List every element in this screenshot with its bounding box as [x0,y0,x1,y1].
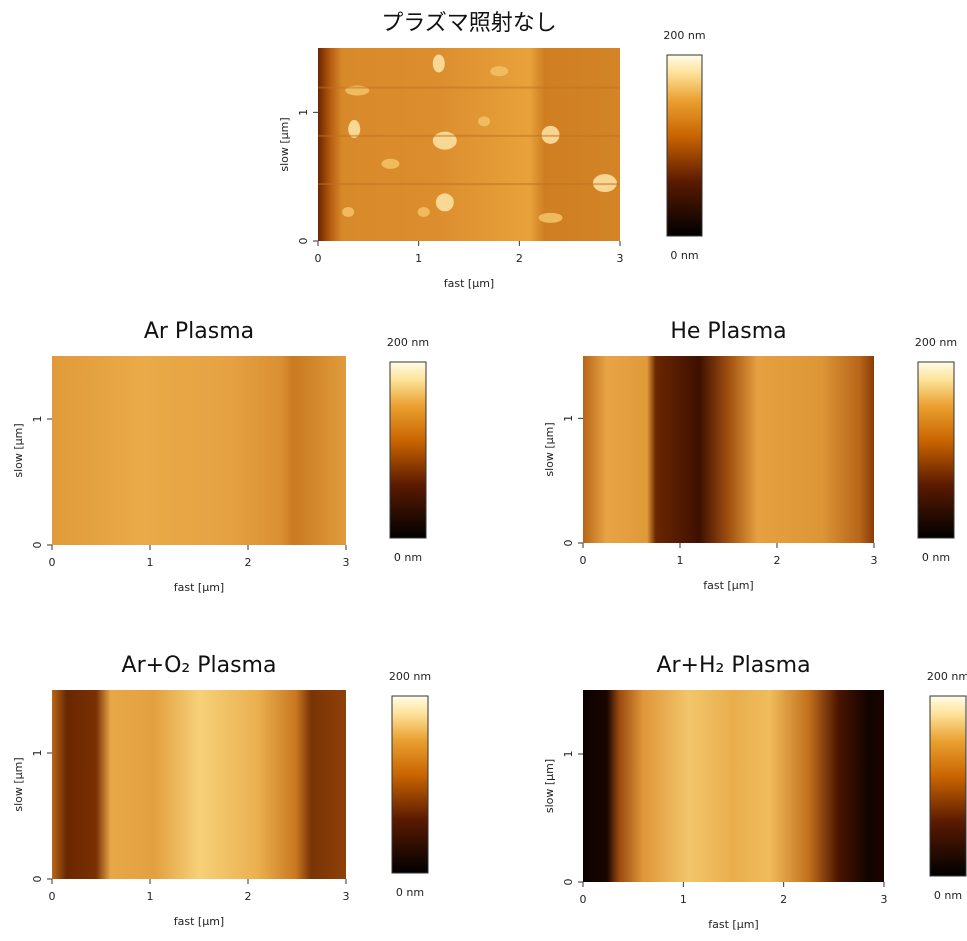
surface-feature [490,66,508,76]
colorbar-label: 0 nm [934,889,962,902]
x-tick-label: 0 [49,890,56,903]
x-axis-label: fast [μm] [444,277,494,290]
x-tick-label: 0 [315,252,322,265]
x-axis-label: fast [μm] [703,579,753,592]
y-tick-label: 0 [31,876,44,883]
x-tick-label: 3 [871,554,878,567]
y-tick-label: 0 [297,238,310,245]
colorbar-label: 200 nm [915,336,957,349]
x-tick-label: 1 [147,890,154,903]
x-tick-label: 3 [617,252,624,265]
x-tick-label: 0 [580,554,587,567]
x-tick-label: 1 [680,893,687,906]
x-tick-label: 2 [516,252,523,265]
y-tick-label: 0 [562,540,575,547]
y-axis-label: slow [μm] [543,422,556,476]
y-tick-label: 1 [31,750,44,757]
x-tick-label: 0 [580,893,587,906]
surface-feature [478,116,490,126]
x-axis-label: fast [μm] [708,918,758,931]
panel-title: He Plasma [670,319,786,344]
panel-title: Ar+O₂ Plasma [122,653,277,678]
colorbar-label: 200 nm [387,336,429,349]
y-tick-label: 0 [562,879,575,886]
surface-feature [539,213,563,223]
panel-title: プラズマ照射なし [381,11,557,36]
colorbar-label: 0 nm [394,551,422,564]
y-axis-label: slow [μm] [12,757,25,811]
afm-image [52,356,346,545]
x-tick-label: 3 [343,556,350,569]
figure: プラズマ照射なし012301fast [μm]slow [μm]200 nm0 … [0,0,967,941]
colorbar [667,55,702,236]
y-tick-label: 1 [562,751,575,758]
surface-feature [381,159,399,169]
colorbar-label: 0 nm [670,249,698,262]
x-tick-label: 3 [343,890,350,903]
afm-image [583,356,874,543]
colorbar-label: 0 nm [396,886,424,899]
surface-feature [418,207,430,217]
afm-image [52,690,346,879]
panel-title: Ar+H₂ Plasma [656,653,810,678]
y-axis-label: slow [μm] [278,117,291,171]
afm-image [318,48,620,241]
colorbar-label: 0 nm [922,551,950,564]
colorbar [918,362,954,538]
colorbar-label: 200 nm [927,670,967,683]
surface-feature [433,132,457,150]
colorbar-label: 200 nm [663,29,705,42]
x-tick-label: 1 [677,554,684,567]
y-tick-label: 0 [31,542,44,549]
surface-feature [433,54,445,72]
x-axis-label: fast [μm] [174,581,224,594]
scan-line [318,135,620,137]
x-tick-label: 2 [774,554,781,567]
y-tick-label: 1 [562,415,575,422]
x-tick-label: 0 [49,556,56,569]
y-tick-label: 1 [297,109,310,116]
x-tick-label: 2 [245,890,252,903]
colorbar [930,696,966,876]
surface-feature [436,193,454,211]
surface-feature [342,207,354,217]
y-axis-label: slow [μm] [543,759,556,813]
x-axis-label: fast [μm] [174,915,224,928]
x-tick-label: 1 [415,252,422,265]
panel-title: Ar Plasma [144,319,254,344]
colorbar [390,362,426,538]
y-axis-label: slow [μm] [12,423,25,477]
x-tick-label: 1 [147,556,154,569]
colorbar [392,696,428,873]
scan-line [318,183,620,185]
colorbar-label: 200 nm [389,670,431,683]
x-tick-label: 3 [881,893,888,906]
y-tick-label: 1 [31,416,44,423]
scan-line [318,87,620,89]
afm-image [583,690,884,882]
x-tick-label: 2 [780,893,787,906]
x-tick-label: 2 [245,556,252,569]
